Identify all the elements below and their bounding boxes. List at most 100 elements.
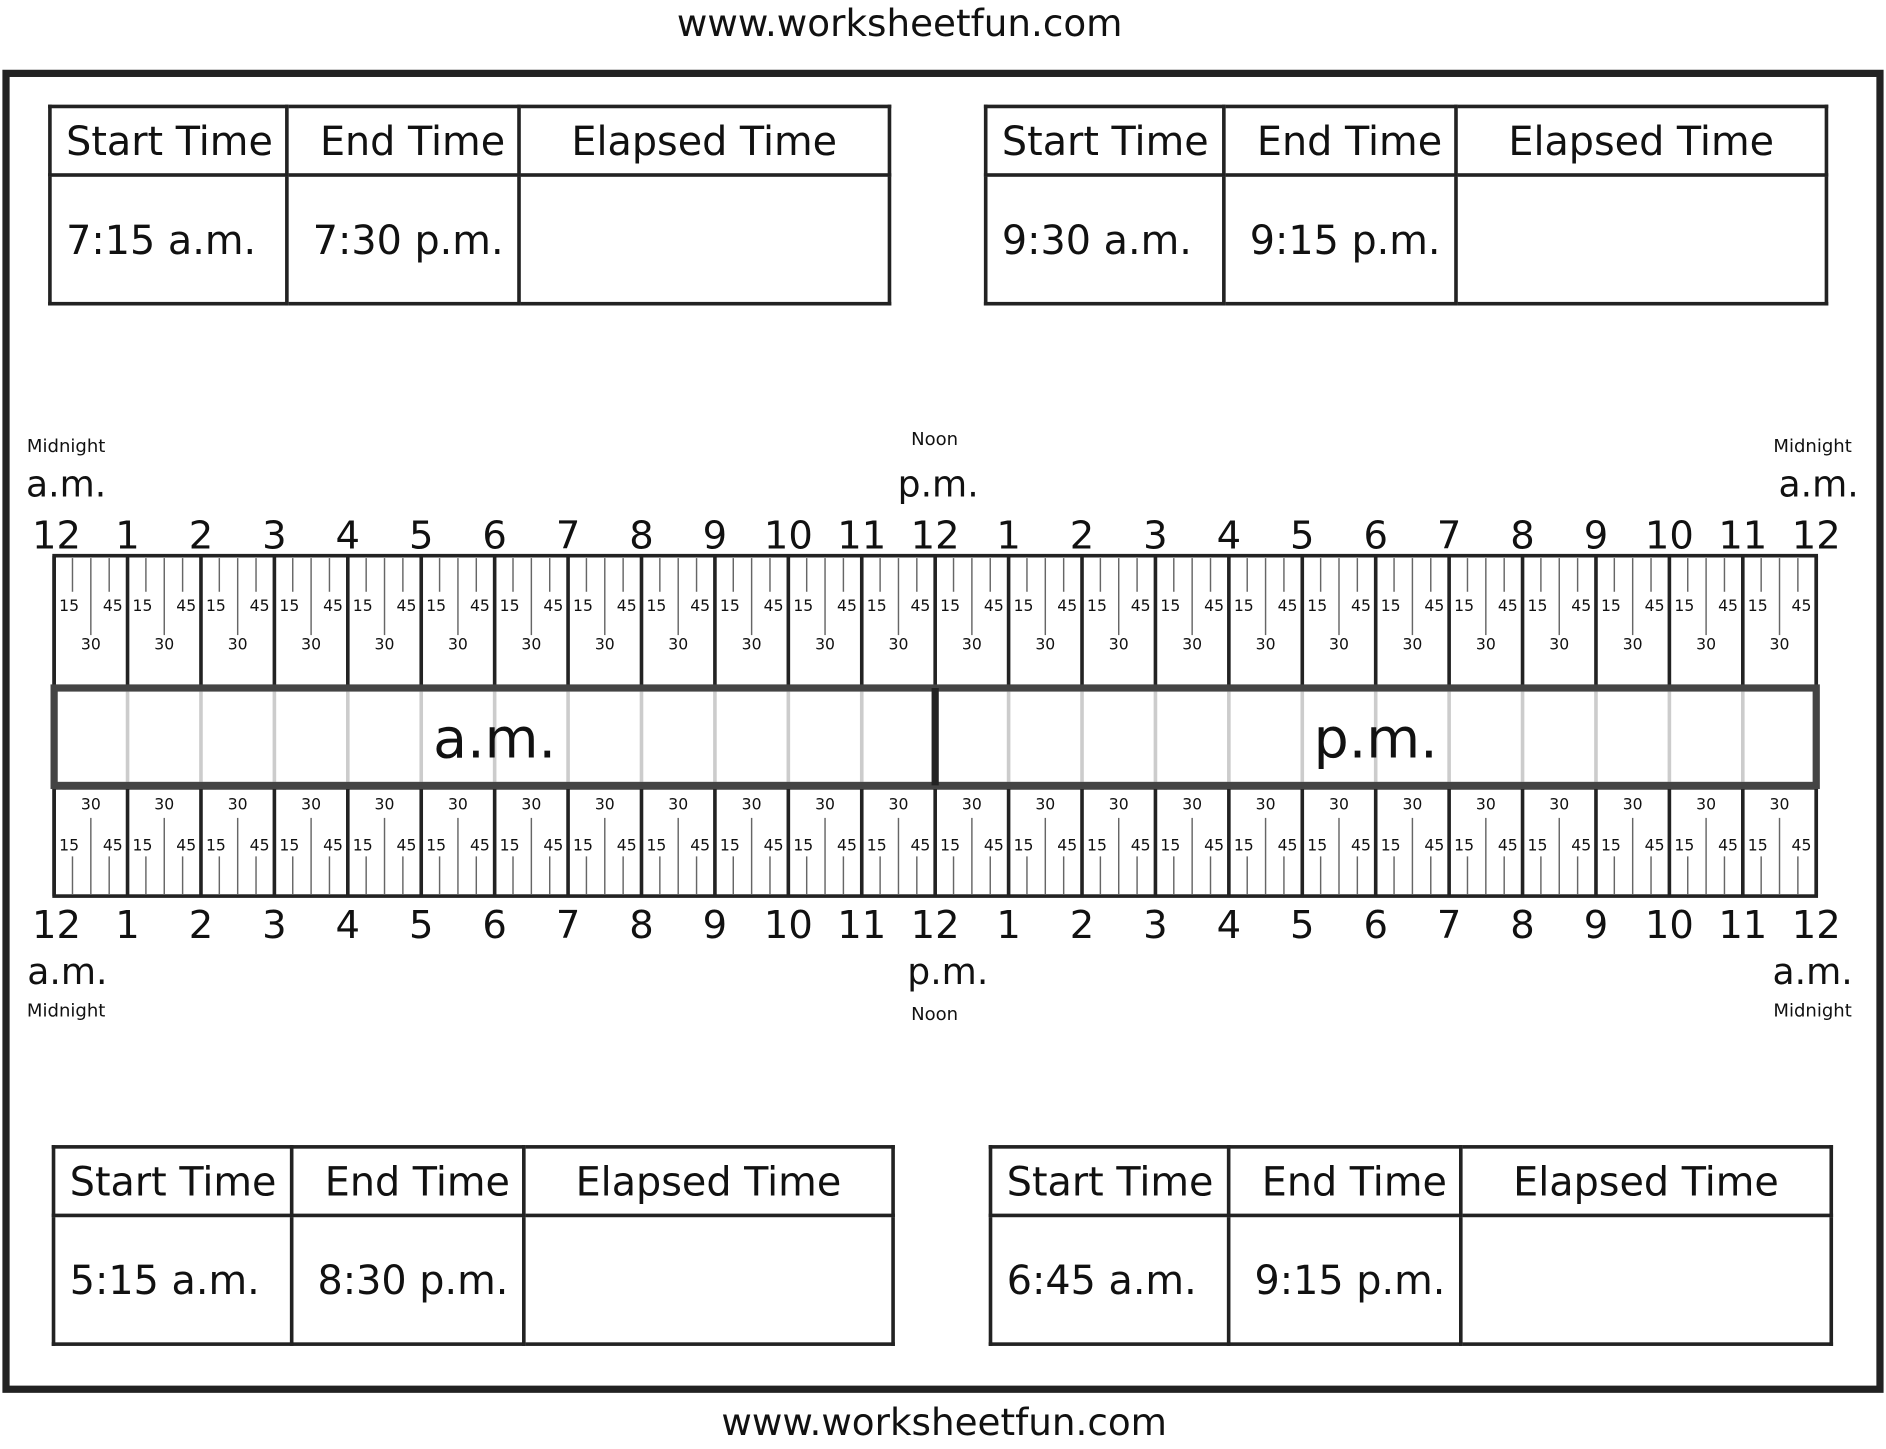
minute-label-bottom: 15 [1674,835,1694,854]
minute-label-bottom: 45 [250,835,270,854]
minute-label-top: 30 [1035,635,1055,654]
footer-url: www.worksheetfun.com [721,1401,1167,1445]
am-label-top-right: a.m. [1779,464,1859,506]
elapsed-time-answer[interactable] [517,173,892,306]
minute-label-bottom: 45 [1498,835,1518,854]
worksheet-frame [2,69,1884,1393]
minute-label-top: 15 [793,596,813,615]
minute-label-top: 15 [940,596,960,615]
elapsed-time-table: Start Time End Time Elapsed Time 7:15 a.m. 7… [48,104,892,306]
hour-label-top: 3 [1143,513,1167,558]
minute-label-bottom: 15 [206,835,226,854]
hour-label-top: 2 [1070,513,1094,558]
minute-label-bottom: 45 [176,835,196,854]
hour-label-bottom: 9 [703,903,727,948]
minute-label-top: 15 [646,596,666,615]
minute-label-top: 45 [1645,596,1665,615]
midnight-label-top-left: Midnight [27,436,105,457]
hour-label-top: 8 [1510,513,1534,558]
start-time-header: Start Time [51,1145,294,1218]
hour-label-top: 1 [115,513,139,558]
elapsed-time-answer[interactable] [522,1213,895,1346]
minute-label-bottom: 45 [1792,835,1812,854]
hour-label-top: 4 [1217,513,1241,558]
minute-label-top: 15 [426,596,446,615]
minute-label-top: 30 [742,635,762,654]
hour-label-bottom: 12 [1792,903,1841,948]
hour-label-top: 9 [703,513,727,558]
hour-label-bottom: 8 [1510,903,1534,948]
minute-label-top: 45 [764,596,784,615]
minute-label-top: 45 [176,596,196,615]
hour-label-bottom: 6 [482,903,506,948]
hour-label-top: 5 [409,513,433,558]
minute-label-top: 15 [1454,596,1474,615]
hour-label-bottom: 7 [556,903,580,948]
start-time-header: Start Time [983,104,1226,177]
hour-label-top: 12 [911,513,960,558]
pm-label-top: p.m. [898,464,979,506]
minute-label-top: 30 [595,635,615,654]
minute-label-bottom: 30 [668,794,688,813]
minute-label-bottom: 15 [573,835,593,854]
minute-label-bottom: 45 [984,835,1004,854]
hour-label-bottom: 12 [911,903,960,948]
hour-label-top: 7 [556,513,580,558]
hour-label-bottom: 9 [1584,903,1608,948]
minute-label-top: 30 [154,635,174,654]
am-label-top-left: a.m. [26,464,106,506]
header-url: www.worksheetfun.com [676,2,1123,46]
minute-label-bottom: 15 [940,835,960,854]
minute-label-bottom: 30 [1182,794,1202,813]
hour-label-bottom: 3 [262,903,286,948]
minute-label-bottom: 30 [1549,794,1569,813]
end-time-value: 9:15 p.m. [1222,173,1458,306]
minute-label-bottom: 15 [1234,835,1254,854]
midnight-label-bottom-left: Midnight [27,1000,105,1021]
minute-label-bottom: 45 [397,835,417,854]
minute-label-top: 45 [543,596,563,615]
minute-label-top: 45 [1571,596,1591,615]
minute-label-top: 45 [1792,596,1812,615]
minute-label-top: 45 [397,596,417,615]
hour-label-top: 6 [482,513,506,558]
minute-label-bottom: 15 [793,835,813,854]
hour-label-bottom: 1 [996,903,1020,948]
minute-label-bottom: 45 [1571,835,1591,854]
minute-label-bottom: 45 [1278,835,1298,854]
start-time-header: Start Time [988,1145,1231,1218]
hour-label-top: 4 [336,513,360,558]
minute-label-bottom: 30 [1329,794,1349,813]
elapsed-time-answer[interactable] [1458,1213,1834,1346]
minute-label-top: 45 [1498,596,1518,615]
minute-label-top: 30 [1696,635,1716,654]
pm-label-bottom: p.m. [907,951,988,993]
minute-label-top: 30 [668,635,688,654]
minute-label-bottom: 15 [1528,835,1548,854]
elapsed-time-header: Elapsed Time [517,104,892,177]
hour-label-bottom: 4 [336,903,360,948]
hour-label-bottom: 12 [32,903,81,948]
minute-label-bottom: 45 [323,835,343,854]
minute-label-bottom: 15 [1014,835,1034,854]
minute-label-bottom: 45 [543,835,563,854]
minute-label-bottom: 15 [1601,835,1621,854]
minute-label-top: 45 [323,596,343,615]
minute-label-bottom: 30 [1035,794,1055,813]
noon-label-bottom: Noon [911,1004,958,1025]
minute-label-bottom: 45 [1131,835,1151,854]
elapsed-time-table: Start Time End Time Elapsed Time 9:30 a.m. 9… [983,104,1829,306]
minute-label-top: 15 [1234,596,1254,615]
minute-label-top: 15 [279,596,299,615]
start-time-header: Start Time [48,104,289,177]
hour-label-top: 12 [1792,513,1841,558]
minute-label-top: 15 [720,596,740,615]
minute-label-top: 45 [1424,596,1444,615]
minute-label-bottom: 30 [595,794,615,813]
hour-label-top: 10 [764,513,813,558]
elapsed-time-answer[interactable] [1454,173,1829,306]
minute-label-top: 45 [1057,596,1077,615]
hour-label-top: 12 [32,513,81,558]
elapsed-time-header: Elapsed Time [1454,104,1829,177]
minute-label-top: 30 [1256,635,1276,654]
